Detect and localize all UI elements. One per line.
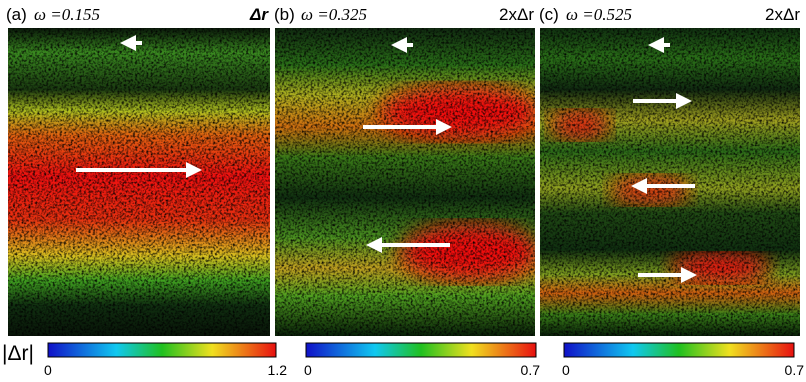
panel-c-field	[540, 28, 800, 336]
panel-label: (b)	[274, 5, 295, 24]
colorbar-max: 0.7	[785, 362, 805, 378]
colorbar	[563, 342, 795, 358]
panel-label: (a)	[6, 5, 27, 24]
omega: ω =0.325	[301, 5, 367, 24]
colorbar	[305, 342, 537, 358]
colorbar-label: |Δr|	[2, 342, 34, 365]
panel-b-field	[275, 28, 535, 336]
flow-arrows	[76, 35, 697, 283]
omega: ω =0.525	[566, 5, 632, 24]
colorbar-min: 0	[562, 362, 570, 378]
omega: ω =0.155	[34, 5, 100, 24]
colorbar-min: 0	[304, 362, 312, 378]
panel-a-field	[8, 28, 270, 336]
colorbar-min: 0	[44, 362, 52, 378]
scale: 2xΔr	[765, 5, 800, 24]
colorbar	[47, 342, 277, 358]
colorbar-max: 0.7	[521, 362, 541, 378]
colorbar-max: 1.2	[268, 362, 288, 378]
scale: 2xΔr	[499, 5, 534, 24]
scale: Δr	[249, 5, 269, 24]
panel-label: (c)	[539, 5, 559, 24]
